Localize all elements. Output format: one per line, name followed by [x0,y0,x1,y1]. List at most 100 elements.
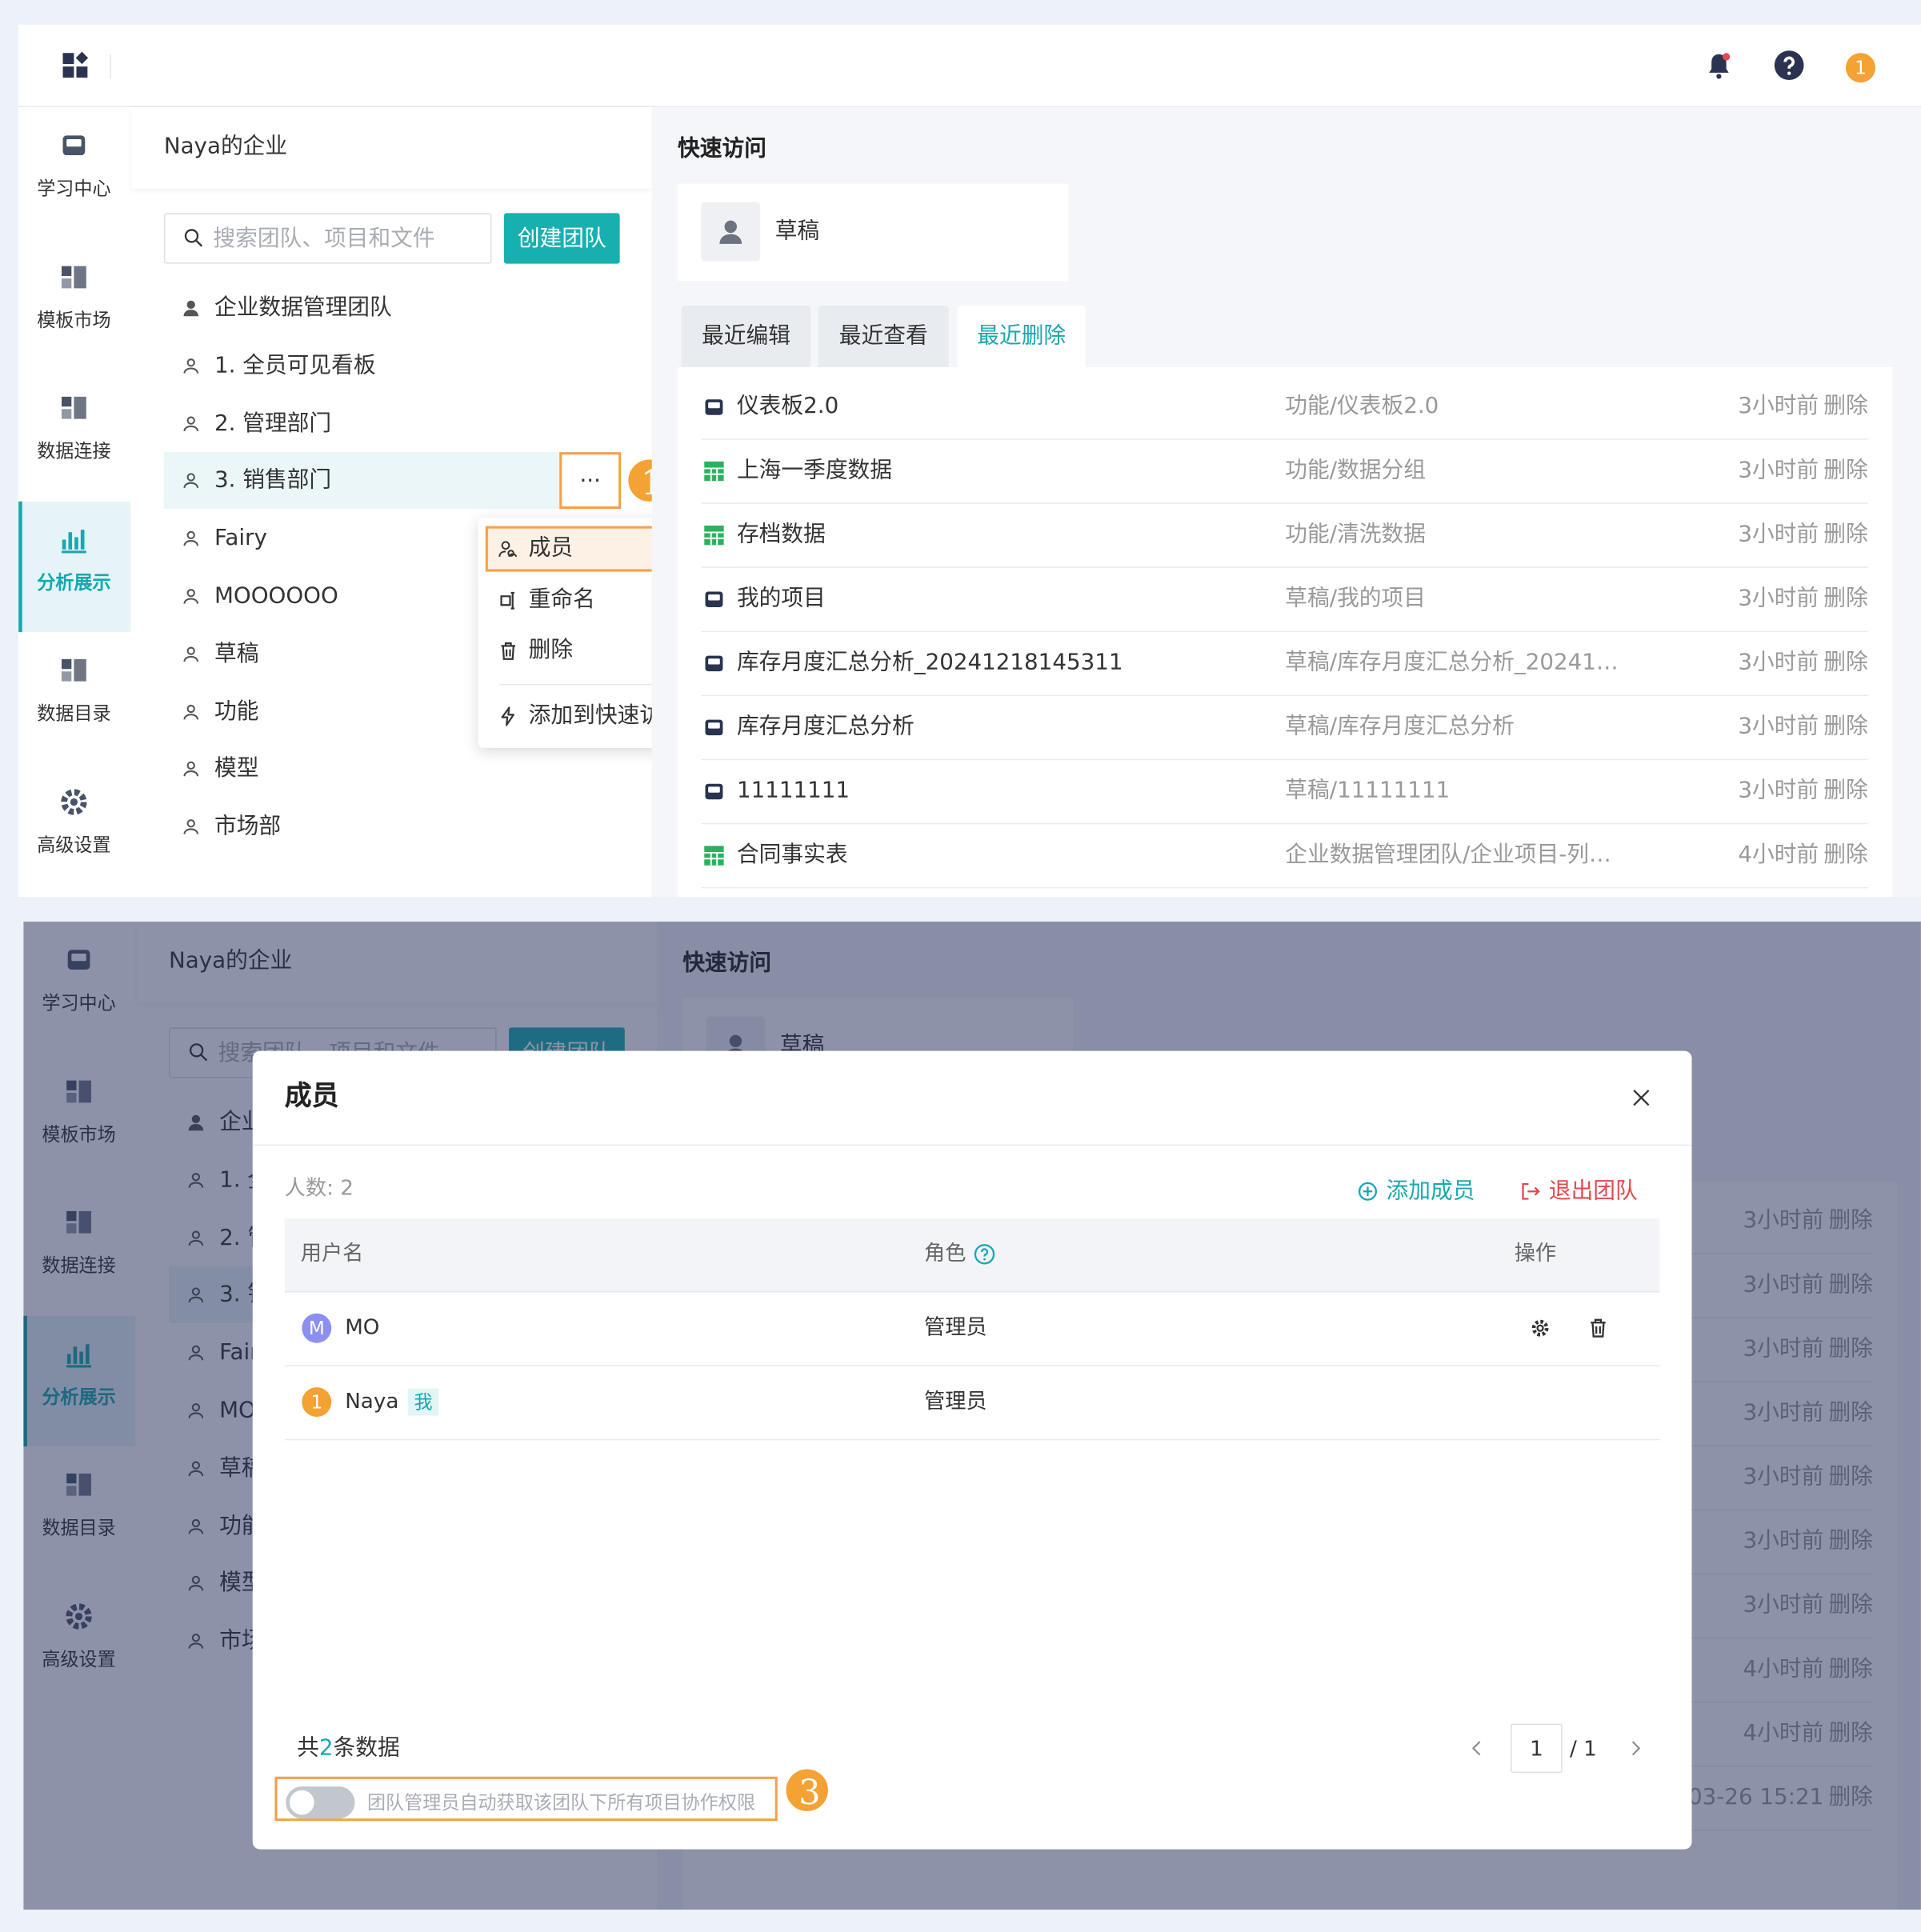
person-icon [183,819,198,835]
q-icon[interactable] [974,1243,996,1266]
sidebar-label[interactable]: 模板市场 [37,308,111,331]
toggle-label: 团队管理员自动获取该团队下所有项目协作权限 [366,1791,756,1814]
person-icon-part [183,713,198,719]
chevr-icon[interactable] [1625,1738,1645,1758]
side-icon-part [62,409,72,419]
total-number: 2 [318,1734,334,1762]
menu-item[interactable]: 成员 [528,534,574,562]
recent-action[interactable]: 删除 [1823,778,1868,804]
trash-icon-part [500,642,515,660]
sidebar-label[interactable]: 分析展示 [37,570,111,594]
toggle-switch[interactable] [286,1786,355,1819]
gear-icon-part [1531,1319,1549,1337]
recent-name[interactable]: 合同事实表 [736,842,848,868]
team-name[interactable]: 2. 管理部门 [214,410,332,436]
row-divider [284,1290,1660,1293]
tab-label[interactable]: 最近编辑 [702,322,790,350]
menu-divider [498,683,686,686]
recent-action[interactable]: 删除 [1823,521,1868,548]
member-avatar-text: 1 [310,1390,323,1414]
teams-panel-header [131,106,652,189]
top-bar [18,24,1921,107]
dash-icon-part [66,139,82,147]
recent-name[interactable]: 11111111 [736,778,850,804]
person-icon [183,762,198,777]
tab[interactable] [957,305,1086,367]
menu-item[interactable]: 删除 [528,637,574,663]
recent-action[interactable]: 删除 [1823,393,1868,419]
team-name[interactable]: 功能 [214,698,259,725]
row-divider [701,694,1868,697]
recent-path: 企业数据管理团队/企业项目-列… [1285,842,1611,868]
team-name[interactable]: 模型 [214,755,259,782]
team-name[interactable]: 市场部 [214,814,282,840]
exit-icon[interactable] [1519,1180,1542,1202]
page-number: 1 [1530,1737,1543,1762]
row-divider [701,566,1868,568]
sidebar-item[interactable] [18,370,130,500]
sidebar-item[interactable] [18,763,130,894]
quick-access-item[interactable]: 草稿 [774,218,820,245]
create-team-label[interactable]: 创建团队 [517,226,606,252]
recent-action[interactable]: 删除 [1823,714,1868,740]
sidebar-label[interactable]: 学习中心 [37,177,111,200]
recent-action[interactable]: 删除 [1823,842,1868,868]
person-icon-part [186,646,195,655]
members-icon-part [500,540,510,550]
side-icon-part [74,396,86,419]
help-icon[interactable] [1773,50,1805,82]
bell-icon[interactable] [1704,50,1734,80]
search-box[interactable] [163,213,492,264]
close-icon[interactable] [1630,1086,1652,1109]
recent-name[interactable]: 存档数据 [736,521,826,548]
team-name[interactable]: 1. 全员可见看板 [214,352,376,378]
separator [110,54,111,79]
table-header [284,1218,1660,1291]
more-button[interactable] [559,452,622,510]
menu-item[interactable]: 重命名 [528,586,595,613]
sidebar-item[interactable] [18,107,130,238]
chevl-icon[interactable] [1467,1738,1487,1758]
sidebar-item[interactable] [18,238,130,369]
gear-icon[interactable] [1529,1317,1551,1339]
search-icon [184,229,203,247]
tab-label[interactable]: 最近查看 [838,322,928,350]
tab[interactable] [681,305,811,367]
team-name[interactable]: Fairy [214,525,267,552]
recent-name[interactable]: 我的项目 [736,585,826,612]
team-name[interactable]: 企业数据管理团队 [214,294,392,321]
add-member[interactable]: 添加成员 [1386,1178,1475,1204]
more-button-label[interactable]: ··· [579,469,601,495]
recent-name[interactable]: 库存月度汇总分析 [736,714,914,740]
bell-icon-part [1716,74,1722,79]
team-name[interactable]: MOOOOOO [214,582,338,610]
recent-action[interactable]: 删除 [1823,649,1868,676]
sidebar-label[interactable]: 数据连接 [37,439,111,462]
sidebar-label[interactable]: 高级设置 [37,833,111,856]
recent-name[interactable]: 仪表板2.0 [736,393,839,419]
sidebar-item[interactable] [18,501,131,632]
sidebar-item[interactable] [18,632,130,762]
tab-label[interactable]: 最近删除 [977,322,1067,350]
dash-icon-part [707,658,720,664]
recent-action[interactable]: 删除 [1823,585,1868,612]
team-name[interactable]: 3. 销售部门 [214,467,332,494]
recent-action[interactable]: 删除 [1823,457,1868,484]
recent-name[interactable]: 库存月度汇总分析_20241218145311 [736,649,1123,676]
create-team-button[interactable] [503,213,620,264]
recent-path: 功能/仪表板2.0 [1285,393,1439,419]
dash-icon [704,590,722,607]
team-name[interactable]: 草稿 [214,640,259,667]
page-input[interactable] [1511,1723,1563,1774]
side-icon-part [74,265,86,288]
person-icon-part [183,598,198,604]
user-avatar-text: 1 [1855,56,1867,79]
sidebar-label[interactable]: 数据目录 [37,702,111,725]
recent-name[interactable]: 上海一季度数据 [736,457,893,484]
plus-icon[interactable] [1357,1180,1379,1202]
tab[interactable] [818,305,949,367]
help-icon-part [1787,71,1791,75]
trash-icon[interactable] [1587,1317,1610,1339]
quit-team[interactable]: 退出团队 [1548,1178,1638,1204]
members-icon [498,540,517,557]
